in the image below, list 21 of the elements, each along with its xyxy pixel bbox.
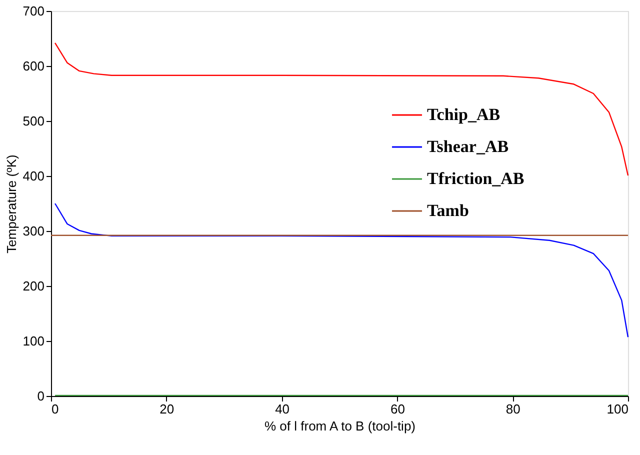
- x-tick-label: 80: [506, 402, 520, 416]
- y-tick-label: 200: [22, 278, 44, 294]
- legend-label: Tshear_AB: [427, 137, 509, 156]
- y-tick-label: 300: [22, 224, 44, 238]
- y-tick-label: 100: [22, 334, 44, 348]
- y-axis-title: Temperature (ºK): [4, 154, 19, 254]
- x-tick-label: 100: [606, 402, 628, 416]
- y-tick-label: 700: [22, 4, 44, 18]
- legend-label: Tfriction_AB: [427, 169, 524, 188]
- y-tick-label: 400: [22, 168, 44, 184]
- x-tick-label: 40: [275, 402, 290, 416]
- y-tick-label: 0: [37, 388, 44, 404]
- x-tick-label: 0: [52, 402, 59, 416]
- x-tick-label: 20: [160, 402, 174, 416]
- legend-label: Tamb: [427, 201, 469, 220]
- line-series: [54, 202, 629, 338]
- x-tick-label: 60: [390, 402, 405, 416]
- legend-label: Tchip_AB: [427, 105, 500, 124]
- x-axis-title: % of l from A to B (tool-tip): [264, 418, 416, 434]
- y-tick-label: 500: [22, 114, 44, 128]
- y-tick-label: 600: [22, 58, 44, 74]
